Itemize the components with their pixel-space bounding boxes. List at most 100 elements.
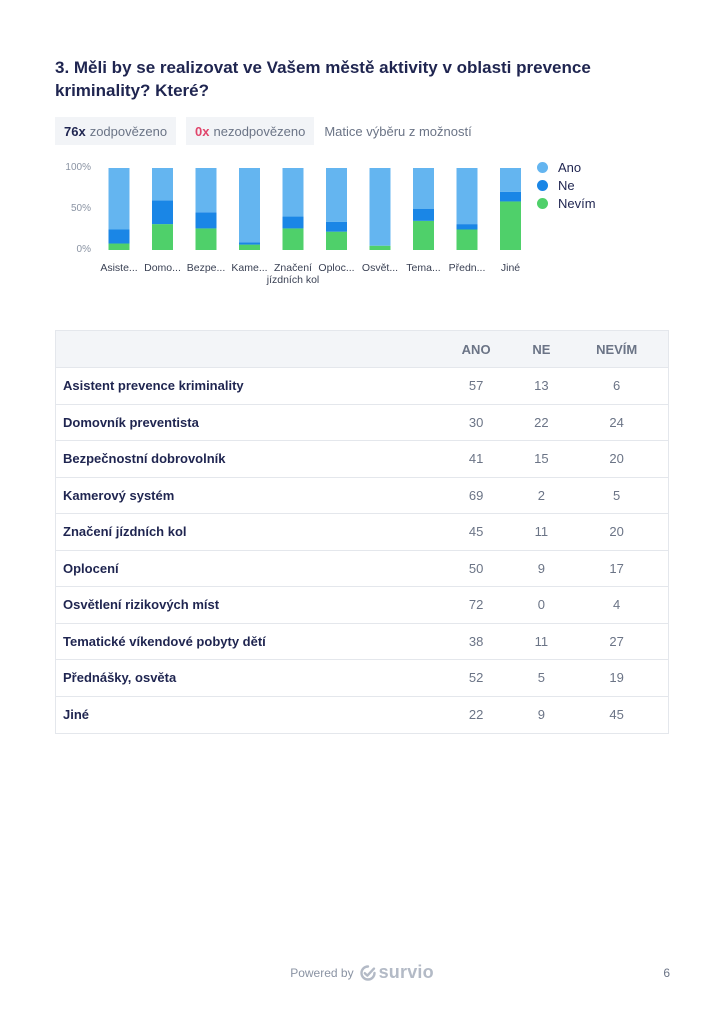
x-tick-label: Domo... [144, 262, 181, 274]
powered-by-text: Powered by [290, 965, 354, 980]
bar-segment-nevím [500, 201, 521, 250]
legend-item: Ne [537, 176, 596, 194]
bar-segment-ano [282, 168, 304, 217]
cell-ano: 50 [468, 560, 484, 576]
legend-label: Ne [558, 177, 575, 193]
x-tick-label: Oploc... [318, 262, 355, 274]
bar-segment-ano [108, 168, 130, 230]
table-header: ANO NE NEVÍM [56, 331, 668, 368]
cell-nevim: 24 [609, 414, 624, 430]
x-tick-label: Tema... [406, 262, 441, 274]
cell-ano: 41 [468, 451, 484, 467]
unanswered-label: nezodpovězeno [213, 123, 306, 139]
bar-segment-ne [456, 224, 478, 230]
cell-ne: 22 [534, 414, 549, 430]
x-tick-label: Asiste... [100, 262, 138, 274]
bar-segment-ano [326, 168, 347, 222]
x-tick-label: Bezpe... [186, 262, 226, 274]
cell-nevim: 20 [609, 451, 624, 467]
legend-item: Ano [537, 158, 596, 176]
cell-ne: 2 [537, 487, 546, 503]
bar-segment-nevím [326, 231, 347, 250]
brand-text: survio [378, 962, 434, 982]
bar-segment-nevím [369, 245, 391, 250]
bar-segment-ne [239, 242, 260, 245]
x-tick-label: Osvět... [361, 262, 399, 274]
cell-nevim: 27 [609, 633, 624, 649]
unanswered-badge: 0x nezodpovězeno [186, 117, 315, 145]
bar-segment-nevím [152, 224, 173, 250]
cell-ano: 22 [468, 707, 484, 723]
cell-ano: 69 [468, 487, 484, 503]
cell-nevim: 4 [613, 597, 621, 613]
table-row: Bezpečnostní dobrovolník 41 15 20 [56, 441, 668, 478]
legend-label: Ano [558, 159, 582, 175]
answered-badge: 76x zodpovězeno [55, 117, 177, 145]
bar-segment-nevím [282, 228, 304, 250]
table-row: Oplocení 50 9 17 [56, 551, 668, 587]
row-label: Bezpečnostní dobrovolník [63, 451, 226, 467]
legend-label: Nevím [558, 195, 596, 211]
brand-logo: survio [359, 962, 434, 983]
header-ne: NE [532, 341, 551, 357]
cell-nevim: 17 [609, 560, 624, 576]
legend-swatch [537, 197, 548, 209]
bar-segment-nevím [239, 244, 260, 250]
row-label: Přednášky, osvěta [63, 670, 177, 686]
table-row: Domovník preventista 30 22 24 [56, 405, 668, 441]
bar-segment-nevím [413, 220, 434, 250]
bar-segment-nevím [108, 243, 130, 250]
table-row: Značení jízdních kol 45 11 20 [56, 514, 668, 551]
cell-ne: 15 [534, 451, 549, 467]
cell-ne: 11 [534, 633, 549, 649]
table-row: Asistent prevence kriminality 57 13 6 [56, 368, 668, 405]
x-tick-label: Kame... [231, 262, 268, 274]
bar-segment-ano [152, 168, 173, 201]
bar-segment-nevím [195, 228, 217, 250]
cell-ano: 30 [468, 414, 484, 430]
footer: Powered by survio [0, 962, 724, 983]
bar-segment-ne [108, 229, 130, 244]
table-body: Asistent prevence kriminality 57 13 6 Domovn… [56, 368, 668, 733]
chart-plot-area [108, 168, 521, 250]
table-row: Tematické víkendové pobyty dětí 38 11 27 [56, 624, 668, 660]
survio-check-icon [359, 964, 376, 981]
answered-label: zodpovězeno [89, 123, 168, 139]
question-type-label: Matice výběru z možností [324, 123, 472, 139]
x-tick-label: Značení jízdních kol [266, 262, 320, 286]
legend-swatch [537, 179, 548, 191]
row-label: Značení jízdních kol [63, 524, 187, 540]
table-row: Kamerový systém 69 2 5 [56, 478, 668, 514]
cell-nevim: 19 [609, 670, 624, 686]
bar-segment-ne [282, 216, 304, 229]
y-tick-label: 0% [76, 244, 91, 255]
cell-ano: 52 [468, 670, 484, 686]
cell-ne: 9 [537, 707, 546, 723]
header-ano: ANO [461, 341, 491, 357]
y-tick-label: 100% [65, 162, 91, 173]
response-stats: 76x zodpovězeno 0x nezodpovězeno Matice … [55, 117, 472, 145]
cell-nevim: 45 [609, 707, 624, 723]
bar-segment-ne [195, 212, 217, 229]
cell-ne: 13 [534, 378, 549, 394]
cell-nevim: 20 [609, 524, 624, 540]
legend-swatch [537, 161, 548, 173]
table-row: Přednášky, osvěta 52 5 19 [56, 660, 668, 697]
bar-segment-ano [456, 168, 478, 225]
x-tick-label: Jiné [500, 262, 521, 274]
page-number: 6 [663, 966, 670, 980]
header-nevim: NEVÍM [596, 341, 638, 357]
table-row: Osvětlení rizikových míst 72 0 4 [56, 587, 668, 624]
unanswered-count: 0x [195, 123, 210, 139]
legend-item: Nevím [537, 194, 596, 212]
cell-ne: 0 [537, 597, 546, 613]
row-label: Domovník preventista [63, 414, 199, 430]
bar-segment-ano [369, 168, 391, 246]
bar-segment-ne [152, 200, 173, 225]
bar-segment-ano [500, 168, 521, 192]
table-row: Jiné 22 9 45 [56, 697, 668, 734]
cell-ano: 57 [468, 378, 484, 394]
bar-segment-ne [326, 221, 347, 232]
row-label: Kamerový systém [63, 487, 175, 503]
stacked-bar-chart: Ano Ne Nevím 100% 50% 0% Asiste... Domo... Bezp… [55, 158, 675, 308]
